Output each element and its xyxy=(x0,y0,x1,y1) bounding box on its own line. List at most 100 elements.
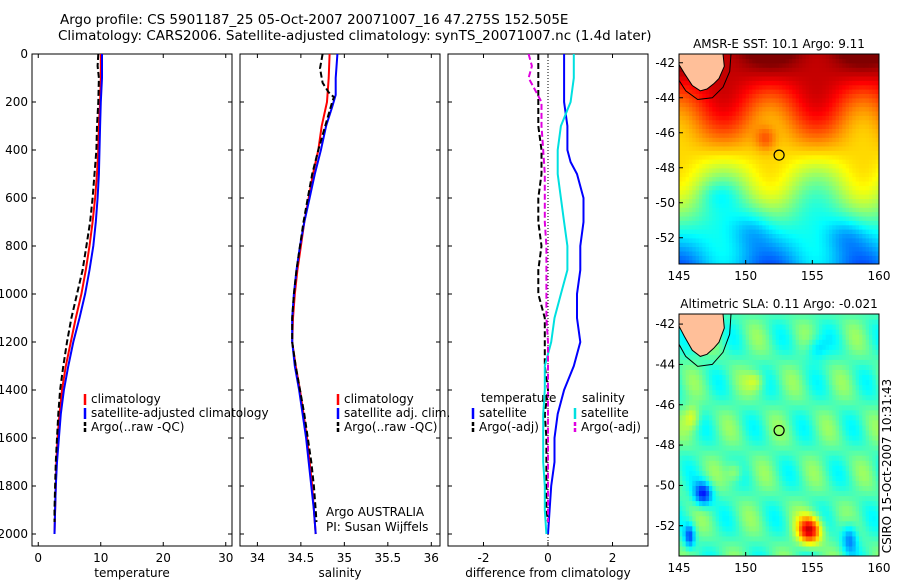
heatmap-cell xyxy=(852,220,857,226)
heatmap-cell xyxy=(692,137,697,143)
heatmap-cell xyxy=(799,71,803,77)
heatmap-cell xyxy=(795,430,800,436)
heatmap-cell xyxy=(755,480,760,486)
heatmap-cell xyxy=(699,246,703,252)
heatmap-cell xyxy=(742,176,747,182)
heatmap-cell xyxy=(722,495,727,502)
heatmap-cell xyxy=(699,224,703,230)
heatmap-cell xyxy=(702,495,707,502)
heatmap-cell xyxy=(779,394,783,401)
heatmap-cell xyxy=(682,374,687,381)
heatmap-cell xyxy=(855,185,860,191)
heatmap-cell xyxy=(715,430,720,436)
annotation-line: Argo AUSTRALIA xyxy=(326,505,425,519)
heatmap-cell xyxy=(785,409,790,416)
heatmap-cell xyxy=(782,465,787,471)
heatmap-cell xyxy=(875,259,879,264)
heatmap-cell xyxy=(732,124,737,129)
heatmap-cell xyxy=(852,224,857,230)
heatmap-cell xyxy=(725,163,730,169)
heatmap-cell xyxy=(795,530,800,537)
heatmap-cell xyxy=(822,54,827,59)
heatmap-cell xyxy=(872,71,877,77)
heatmap-cell xyxy=(875,172,879,178)
heatmap-cell xyxy=(789,414,793,421)
heatmap-cell xyxy=(869,176,873,182)
heatmap-cell xyxy=(715,159,720,164)
heatmap-cell xyxy=(755,510,760,517)
heatmap-cell xyxy=(722,67,727,73)
heatmap-cell xyxy=(725,159,730,164)
heatmap-cell xyxy=(782,189,787,195)
heatmap-cell xyxy=(715,106,720,112)
heatmap-cell xyxy=(805,409,810,416)
heatmap-cell xyxy=(862,62,867,68)
heatmap-cell xyxy=(702,354,707,360)
heatmap-cell xyxy=(845,93,850,99)
heatmap-cell xyxy=(722,224,727,230)
heatmap-cell xyxy=(699,399,703,406)
heatmap-cell xyxy=(812,75,817,81)
heatmap-cell xyxy=(742,450,747,456)
heatmap-cell xyxy=(739,119,743,125)
heatmap-cell xyxy=(765,440,770,446)
heatmap-cell xyxy=(762,54,767,59)
heatmap-cell xyxy=(822,194,827,199)
heatmap-cell xyxy=(805,124,810,129)
heatmap-cell xyxy=(865,242,870,248)
heatmap-cell xyxy=(702,540,707,547)
heatmap-cell xyxy=(762,475,767,481)
heatmap-cell xyxy=(685,480,690,486)
heatmap-cell xyxy=(795,354,800,360)
heatmap-cell xyxy=(782,349,787,355)
heatmap-cell xyxy=(719,409,723,416)
heatmap-cell xyxy=(739,314,743,320)
heatmap-cell xyxy=(805,369,810,376)
heatmap-cell xyxy=(732,545,737,552)
heatmap-cell xyxy=(722,145,727,151)
heatmap-cell xyxy=(875,154,879,160)
heatmap-cell xyxy=(702,97,707,103)
heatmap-cell xyxy=(759,250,763,256)
heatmap-cell xyxy=(772,259,777,264)
legend-title: salinity xyxy=(582,391,625,405)
heatmap-cell xyxy=(822,250,827,256)
heatmap-cell xyxy=(755,58,760,64)
heatmap-cell xyxy=(709,430,713,436)
heatmap-cell xyxy=(782,344,787,350)
heatmap-cell xyxy=(745,255,750,261)
heatmap-cell xyxy=(802,505,807,512)
heatmap-cell xyxy=(772,500,777,507)
heatmap-cell xyxy=(852,207,857,213)
heatmap-cell xyxy=(799,470,803,476)
heatmap-cell xyxy=(775,145,780,151)
heatmap-cell xyxy=(725,75,730,81)
heatmap-cell xyxy=(679,97,683,103)
heatmap-cell xyxy=(805,93,810,99)
heatmap-cell xyxy=(809,75,813,81)
heatmap-cell xyxy=(759,359,763,365)
heatmap-cell xyxy=(859,246,863,252)
heatmap-cell xyxy=(772,110,777,116)
heatmap-cell xyxy=(745,167,750,173)
heatmap-cell xyxy=(719,102,723,108)
heatmap-cell xyxy=(765,500,770,507)
heatmap-cell xyxy=(679,250,683,256)
heatmap-cell xyxy=(775,359,780,365)
heatmap-cell xyxy=(682,455,687,461)
heatmap-cell xyxy=(752,394,757,401)
heatmap-cell xyxy=(759,540,763,547)
heatmap-cell xyxy=(772,505,777,512)
heatmap-cell xyxy=(712,180,717,186)
heatmap-cell xyxy=(745,384,750,391)
heatmap-cell xyxy=(732,89,737,94)
heatmap-cell xyxy=(695,470,700,476)
heatmap-cell xyxy=(722,399,727,406)
heatmap-cell xyxy=(682,250,687,256)
heatmap-cell xyxy=(705,379,710,386)
heatmap-cell xyxy=(702,364,707,370)
heatmap-cell xyxy=(769,150,773,156)
heatmap-cell xyxy=(795,124,800,129)
heatmap-cell xyxy=(769,110,773,116)
heatmap-cell xyxy=(845,132,850,138)
